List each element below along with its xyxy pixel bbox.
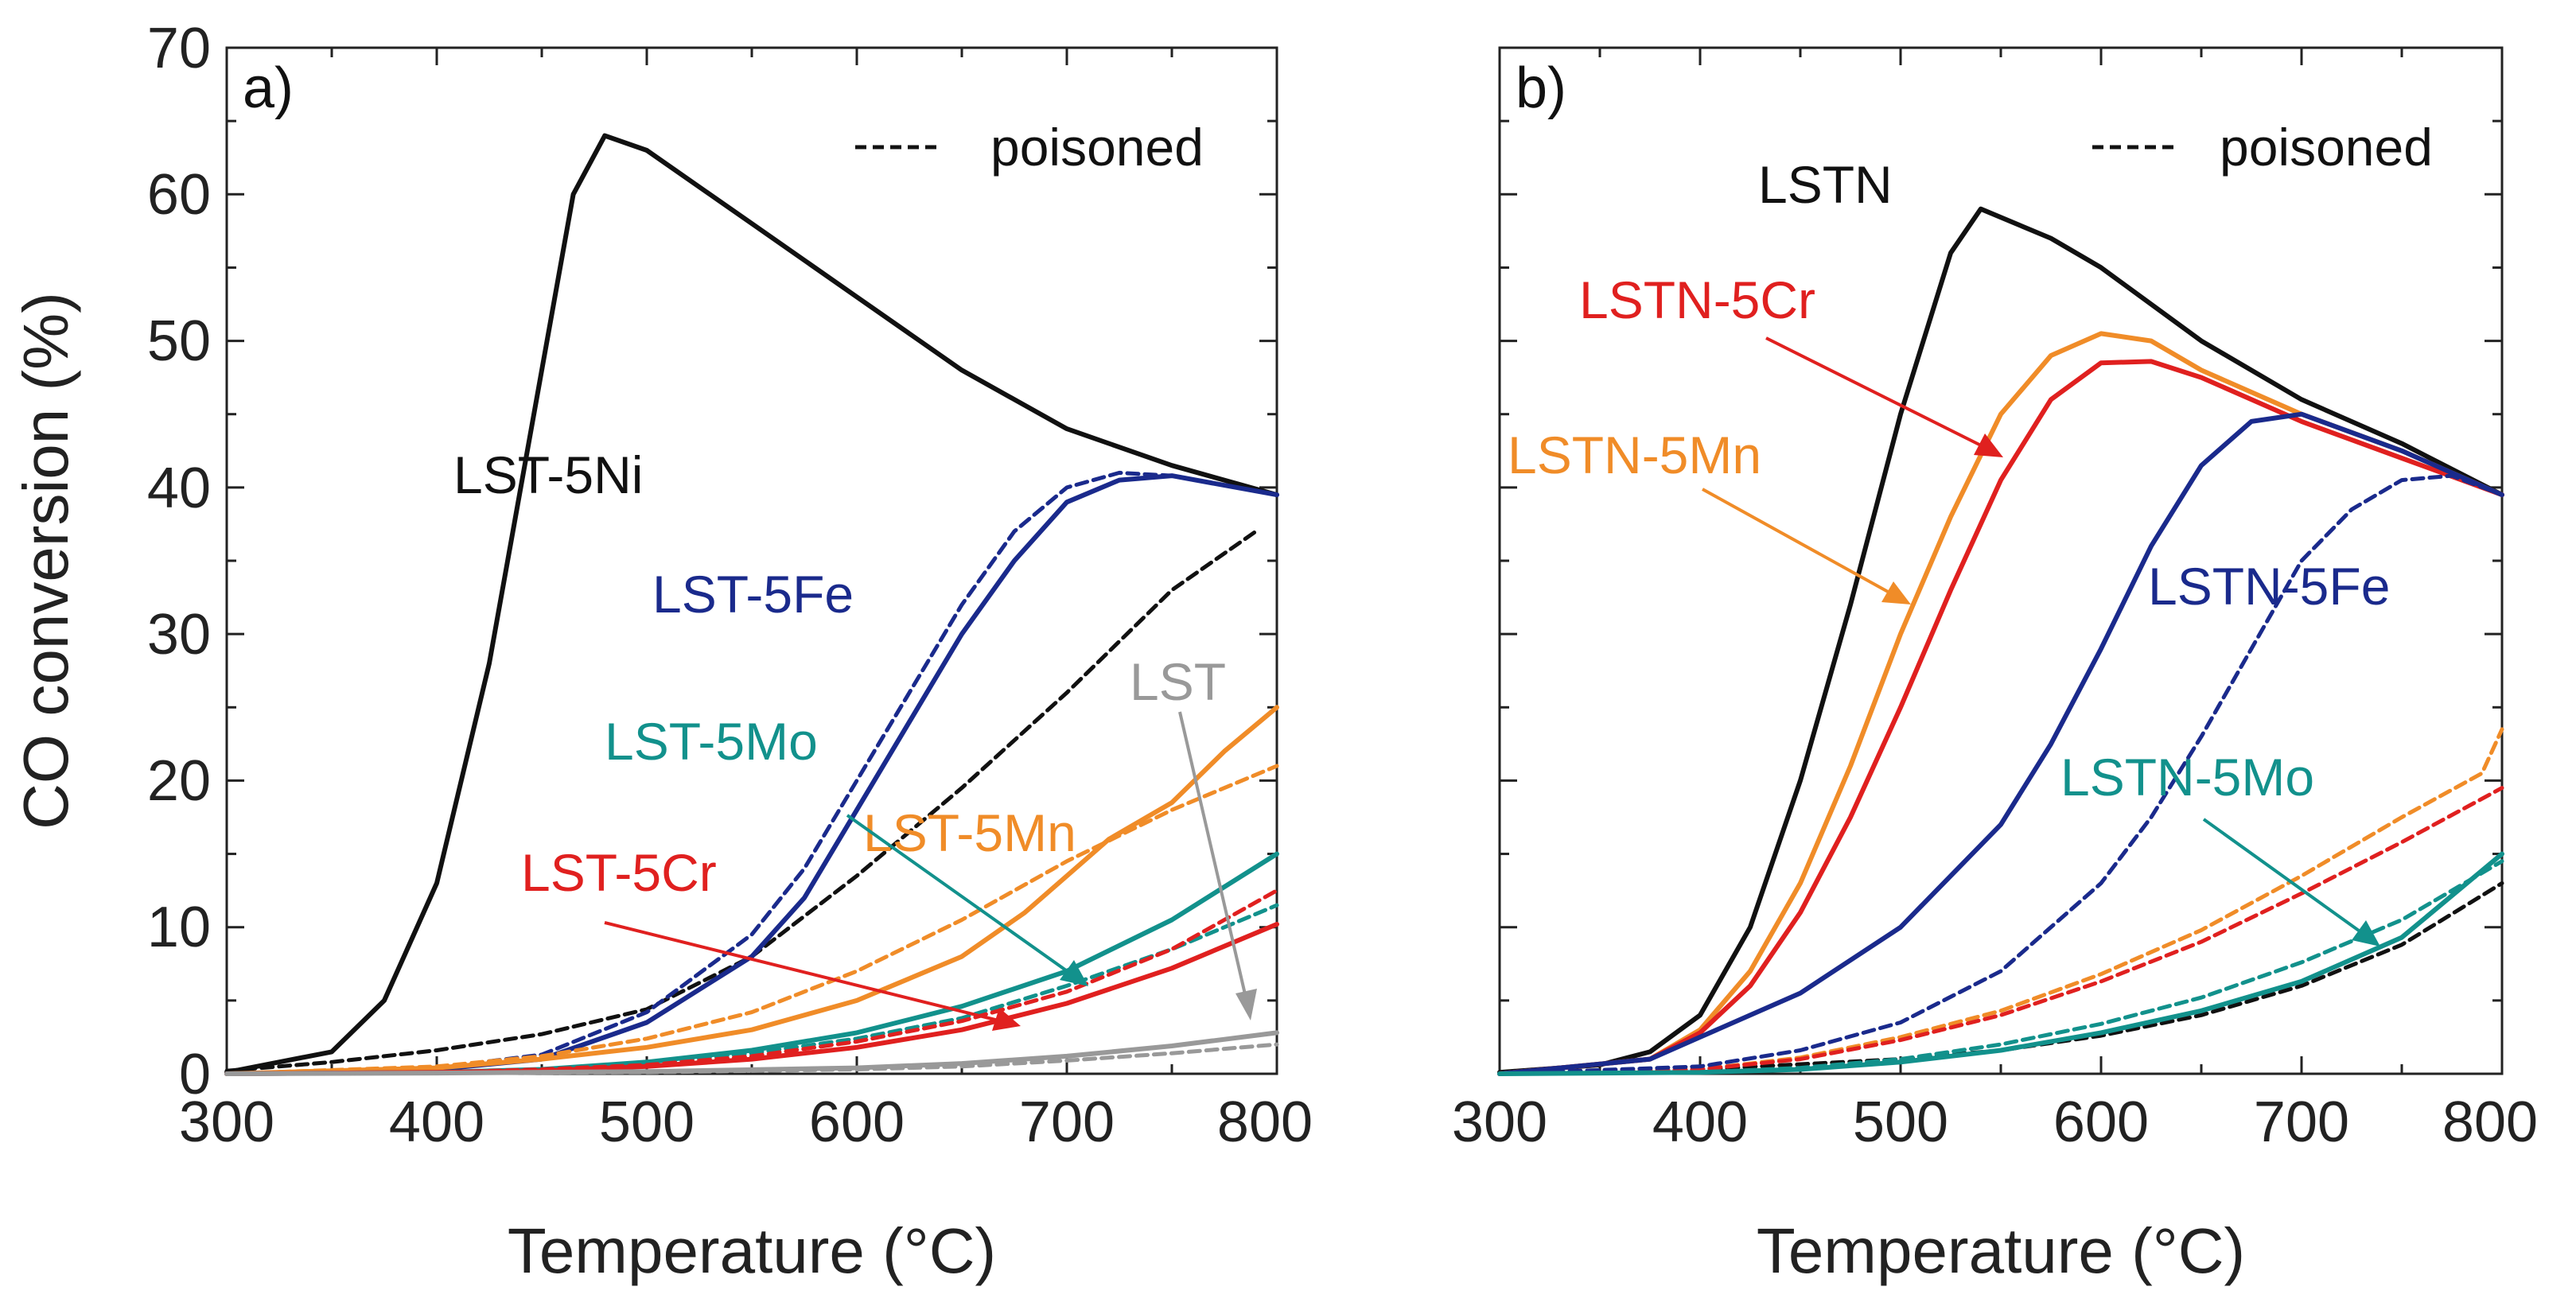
y-tick-label: 10	[147, 896, 211, 959]
series-line-lst-poisoned	[224, 1042, 1279, 1076]
x-axis-title-b: Temperature (°C)	[1757, 1215, 2245, 1286]
series-line-lst-5ni	[224, 133, 1279, 1075]
series-group-a	[224, 133, 1279, 1076]
series-group-b	[1497, 206, 2504, 1076]
series-line-lstn-5cr-poisoned	[1497, 786, 2504, 1076]
x-tick-label: 600	[809, 1090, 905, 1154]
x-tick-label: 600	[2053, 1090, 2149, 1154]
axis-ticks-b	[1498, 46, 2504, 1075]
arrowhead-lstn-5cr	[1974, 433, 2003, 457]
y-tick-label: 20	[147, 749, 211, 813]
panel-label-b: b)	[1516, 56, 1566, 120]
y-tick-label: 0	[179, 1043, 211, 1106]
x-tick-label: 500	[1853, 1090, 1948, 1154]
panel-b: 300 400 500 600 700 800 Temperature (°C)…	[1452, 46, 2538, 1286]
pointer-arrow-lstn-5mo	[2202, 818, 2360, 932]
series-line-lstn	[1497, 206, 2504, 1075]
x-axis-title-a: Temperature (°C)	[508, 1215, 996, 1286]
panel-a: 0 10 20 30 40 50 60 70 300 400 500 600 7…	[10, 17, 1313, 1286]
y-tick-labels-a: 0 10 20 30 40 50 60 70	[147, 17, 211, 1106]
legend-label-b: poisoned	[2220, 118, 2433, 177]
series-line-lstn-5mo-poisoned	[1497, 859, 2504, 1076]
series-label-lst-5fe: LST-5Fe	[652, 565, 854, 624]
series-line-lst-5mo	[224, 851, 1279, 1076]
pointer-arrow-lstn-5mn	[1702, 488, 1890, 594]
series-line-lst-5fe-poisoned	[224, 470, 1279, 1076]
x-tick-labels-b: 300 400 500 600 700 800	[1452, 1090, 2538, 1154]
series-line-lstn-5fe	[1497, 411, 2504, 1076]
series-label-lstn-5fe: LSTN-5Fe	[2148, 557, 2390, 616]
arrowhead-lst	[1235, 989, 1257, 1020]
series-label-lstn: LSTN	[1758, 155, 1893, 214]
x-tick-label: 400	[389, 1090, 484, 1154]
x-tick-label: 700	[1019, 1090, 1115, 1154]
arrowhead-lstn-5mo	[2352, 920, 2380, 947]
y-tick-label: 40	[147, 457, 211, 520]
series-line-lstn-5mn	[1497, 331, 2504, 1076]
series-label-lst-5ni: LST-5Ni	[453, 445, 643, 504]
series-label-lstn-5mo: LSTN-5Mo	[2060, 748, 2314, 807]
arrowhead-lstn-5mn	[1881, 581, 1911, 604]
axis-ticks-a	[225, 46, 1278, 1075]
series-label-lst-5cr: LST-5Cr	[521, 843, 717, 902]
y-axis-title: CO conversion (%)	[10, 292, 81, 830]
y-tick-label: 50	[147, 309, 211, 373]
arrowhead-lst-5mo	[1060, 960, 1088, 986]
series-line-lst-5mn	[224, 705, 1279, 1076]
pointer-arrow-lst	[1178, 711, 1247, 995]
x-tick-label: 500	[599, 1090, 695, 1154]
plot-frame-a	[225, 46, 1278, 1075]
series-line-lst-5mn-poisoned	[224, 764, 1279, 1076]
series-line-lstn-5mn-poisoned	[1497, 727, 2504, 1076]
pointer-arrow-lst-5mo	[846, 814, 1068, 972]
arrowhead-lst-5cr	[992, 1008, 1021, 1031]
y-tick-label: 60	[147, 163, 211, 227]
y-tick-label: 70	[147, 17, 211, 80]
x-tick-label: 300	[179, 1090, 274, 1154]
pointer-arrow-lst-5cr	[604, 921, 999, 1022]
pointer-arrow-lstn-5cr	[1765, 336, 1982, 447]
panel-label-a: a)	[243, 56, 294, 120]
series-line-lst-5cr-poisoned	[224, 888, 1279, 1076]
x-tick-label: 400	[1652, 1090, 1748, 1154]
x-tick-label: 800	[2442, 1090, 2538, 1154]
series-label-lst-5mo: LST-5Mo	[605, 712, 818, 771]
series-line-lstn-poisoned	[1497, 880, 2504, 1076]
y-tick-label: 30	[147, 603, 211, 667]
series-label-lstn-5cr: LSTN-5Cr	[1579, 270, 1815, 329]
series-line-lstn-5fe-poisoned	[1497, 473, 2504, 1076]
legend-label-a: poisoned	[990, 118, 1204, 177]
x-tick-labels-a: 300 400 500 600 700 800	[179, 1090, 1313, 1154]
series-label-lst-5mn: LST-5Mn	[863, 803, 1076, 862]
series-line-lstn-5cr	[1497, 359, 2504, 1076]
series-label-lst: LST	[1130, 652, 1226, 711]
x-tick-label: 700	[2254, 1090, 2349, 1154]
series-label-lstn-5mn: LSTN-5Mn	[1508, 426, 1761, 484]
x-tick-label: 800	[1217, 1090, 1313, 1154]
x-tick-label: 300	[1452, 1090, 1547, 1154]
